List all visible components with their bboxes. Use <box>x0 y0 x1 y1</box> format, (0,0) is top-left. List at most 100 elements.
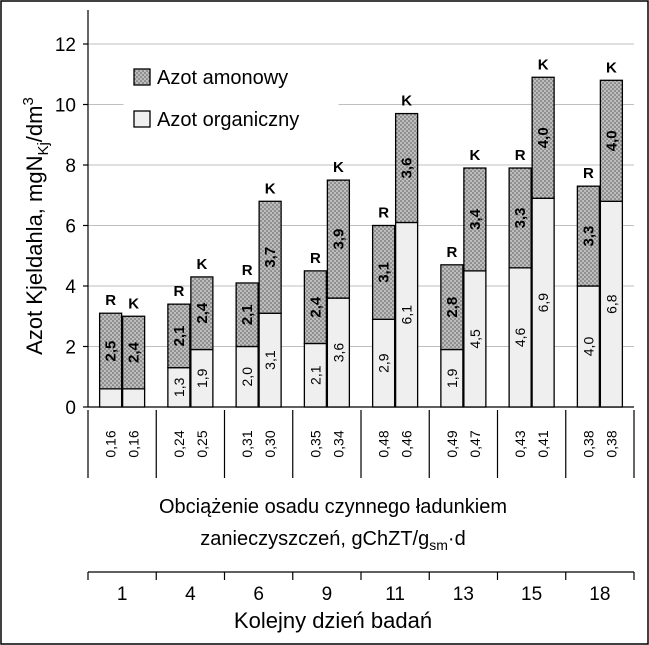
ammonium-value-label: 2,4 <box>307 296 324 318</box>
legend-swatch-organic <box>133 110 151 128</box>
y-axis-label-main: Azot Kjeldahla, mgN <box>22 156 47 355</box>
bar-tag-label: R <box>105 292 116 309</box>
bar-ammonium <box>463 167 487 272</box>
bar-ammonium <box>326 179 351 299</box>
bar-ammonium <box>576 185 601 287</box>
x-axis-label: Kolejny dzień badań <box>234 608 432 633</box>
day-tick-label: 11 <box>385 584 405 605</box>
bar-ammonium <box>98 312 123 390</box>
bars <box>98 76 624 408</box>
bar-tag-label: K <box>538 56 549 73</box>
data-labels: 2,5 R 2,4 K 2,1 1,3 R 2,4 1,9 K 2,1 2,0 R 3,7 3,1 K 2,4 2… <box>103 56 621 397</box>
bar-ammonium <box>371 224 396 320</box>
day-tick-label: 13 <box>453 584 474 605</box>
load-caption-line2-sub: sm <box>429 537 448 553</box>
load-value-label: 0,24 <box>171 430 187 457</box>
y-tick-label: 10 <box>55 96 76 117</box>
load-value-label: 0,46 <box>399 430 415 457</box>
load-caption-line2-end: ·d <box>448 528 466 550</box>
ammonium-value-label: 2,1 <box>171 325 188 346</box>
bar-tag-label: R <box>173 283 184 300</box>
ammonium-value-label: 3,4 <box>467 208 484 230</box>
organic-value-label: 3,1 <box>262 350 278 370</box>
ammonium-value-label: 3,6 <box>399 158 416 179</box>
bar-tag-label: K <box>265 180 276 197</box>
load-caption-line2-main: zanieczyszczeń, gChZT/g <box>200 528 429 550</box>
bar-tag-label: K <box>196 256 207 273</box>
bar-ammonium <box>599 79 624 202</box>
day-tick-label: 9 <box>322 584 333 605</box>
bar-ammonium <box>440 264 464 351</box>
ammonium-value-label: 3,3 <box>512 208 529 229</box>
y-tick-label: 8 <box>65 156 76 177</box>
bar-ammonium <box>190 276 214 351</box>
bar-organic <box>98 388 123 408</box>
ammonium-value-label: 3,7 <box>262 247 279 268</box>
bar-tag-label: K <box>469 147 480 164</box>
bar-tag-label: R <box>378 205 389 222</box>
day-tick-label: 6 <box>253 584 264 605</box>
day-tick-label: 4 <box>185 584 196 605</box>
bar-tag-label: K <box>401 93 412 110</box>
bar-ammonium <box>508 167 532 269</box>
bar-ammonium <box>531 76 555 199</box>
y-axis-label-mid: /dm <box>22 105 47 142</box>
organic-value-label: 1,9 <box>444 368 460 388</box>
ammonium-value-label: 2,4 <box>126 341 143 363</box>
organic-value-label: 6,1 <box>399 305 415 325</box>
load-value-label: 0,25 <box>194 430 210 457</box>
bar-ammonium <box>394 112 419 224</box>
load-value-label: 0,34 <box>330 430 346 457</box>
bar-tag-label: R <box>515 147 526 164</box>
organic-value-label: 6,8 <box>603 294 619 314</box>
y-axis-label: Azot Kjeldahla, mgNKj/dm3 <box>20 97 52 355</box>
bar-ammonium <box>121 315 146 390</box>
load-value-label: 0,16 <box>103 430 119 457</box>
organic-value-label: 2,0 <box>239 367 255 387</box>
load-value-label: 0,38 <box>580 430 596 457</box>
load-value-label: 0,30 <box>262 430 278 457</box>
load-value-label: 0,41 <box>535 430 551 457</box>
y-tick-label: 2 <box>65 338 76 359</box>
legend-swatch-ammonium <box>133 68 151 86</box>
y-tick-label: 6 <box>65 217 76 238</box>
day-tick-label: 15 <box>521 584 542 605</box>
bar-tag-label: R <box>242 262 253 279</box>
load-value-label: 0,48 <box>376 430 392 457</box>
legend: Azot amonowy Azot organiczny <box>123 57 339 147</box>
organic-value-label: 3,6 <box>330 343 346 363</box>
ammonium-value-label: 3,3 <box>580 226 597 247</box>
bar-tag-label: R <box>583 165 594 182</box>
organic-value-label: 2,9 <box>376 353 392 373</box>
ammonium-value-label: 3,1 <box>376 262 393 283</box>
organic-value-label: 6,9 <box>535 293 551 313</box>
bar-tag-label: R <box>310 250 321 267</box>
load-value-label: 0,31 <box>239 430 255 457</box>
ammonium-value-label: 2,4 <box>194 302 211 324</box>
ammonium-value-label: 2,1 <box>239 304 256 325</box>
ammonium-value-label: 4,0 <box>535 127 552 148</box>
organic-value-label: 1,3 <box>171 377 187 397</box>
load-caption-line2: zanieczyszczeń, gChZT/gsm·d <box>200 528 465 553</box>
load-value-label: 0,43 <box>512 430 528 457</box>
load-value-label: 0,49 <box>444 430 460 457</box>
bar-ammonium <box>167 303 191 369</box>
legend-label-ammonium: Azot amonowy <box>157 67 288 89</box>
bar-ammonium <box>303 270 328 345</box>
organic-value-label: 4,5 <box>467 329 483 349</box>
bar-tag-label: K <box>606 59 617 76</box>
load-value-label: 0,38 <box>603 430 619 457</box>
organic-value-label: 4,0 <box>580 337 596 357</box>
ammonium-value-label: 4,0 <box>603 130 620 151</box>
legend-label-organic: Azot organiczny <box>157 109 299 131</box>
load-caption-line1: Obciążenie osadu czynnego ładunkiem <box>159 496 507 518</box>
legend-box <box>123 57 339 147</box>
bar-tag-label: K <box>128 295 139 312</box>
organic-value-label: 2,1 <box>307 365 323 385</box>
load-value-label: 0,35 <box>307 430 323 457</box>
bar-organic <box>121 388 146 408</box>
day-tick-label: 1 <box>117 584 128 605</box>
